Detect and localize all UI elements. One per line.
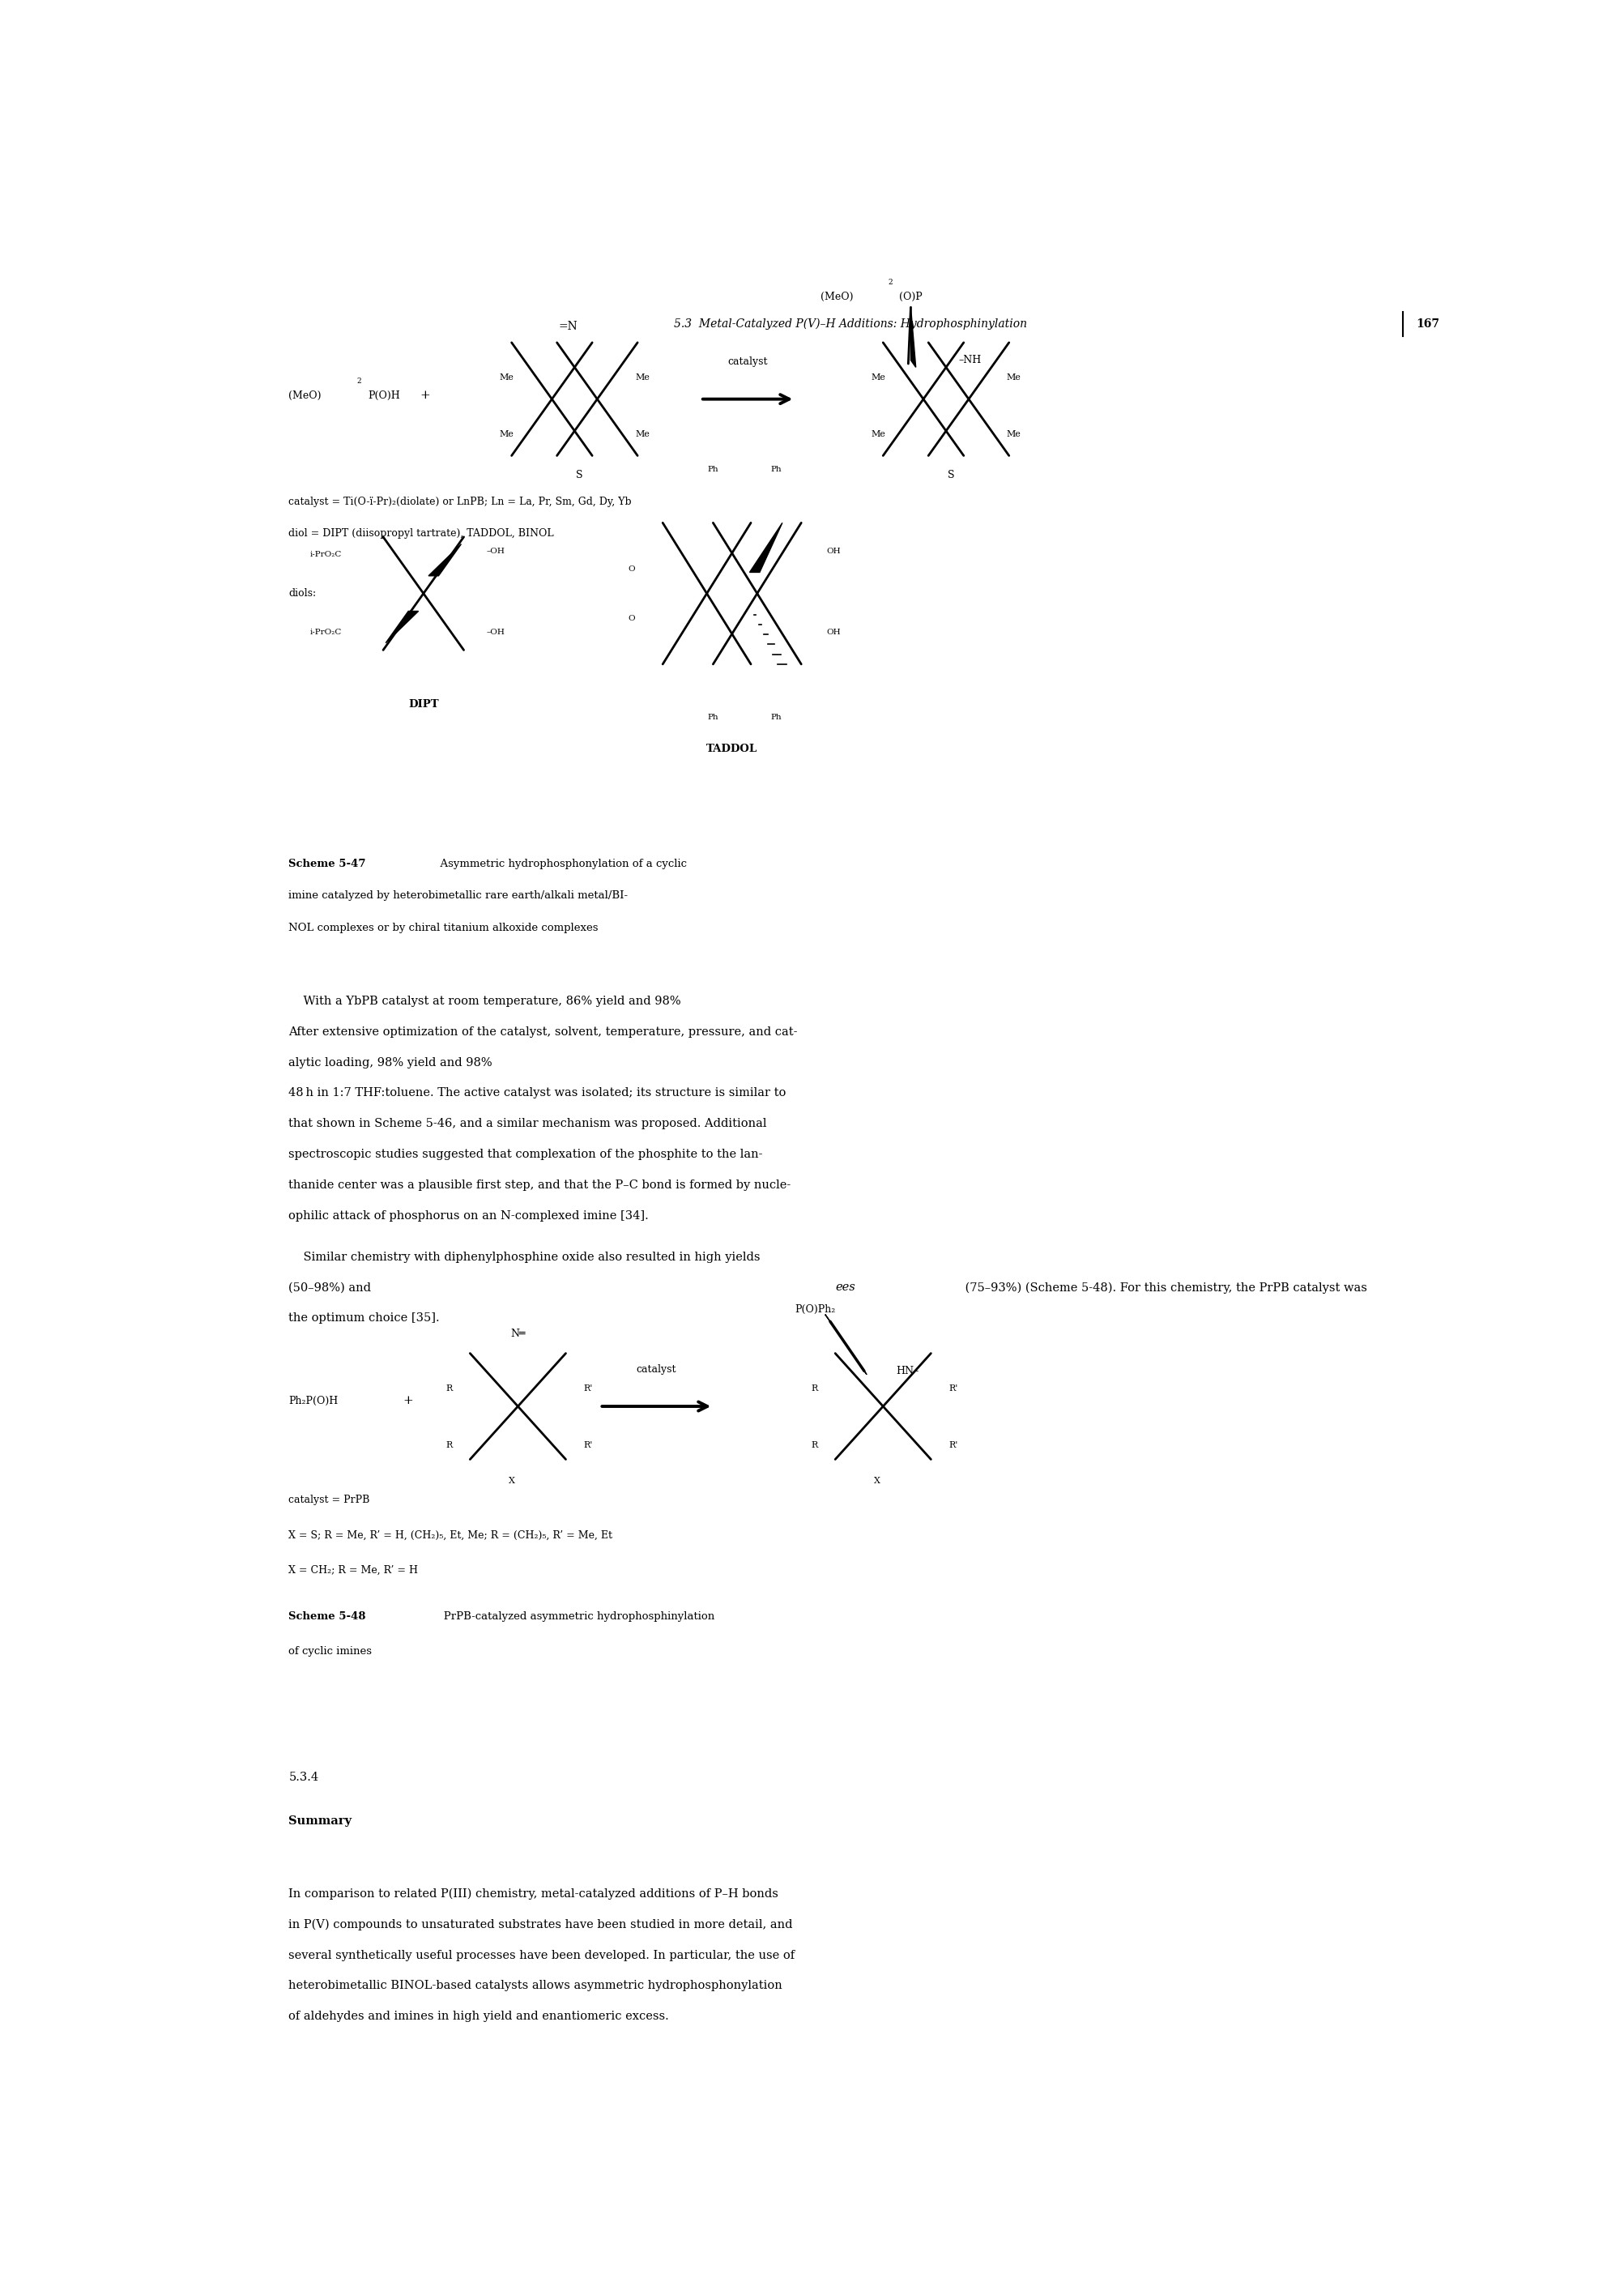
Text: N═: N═ xyxy=(510,1329,525,1340)
Text: imine catalyzed by heterobimetallic rare earth/alkali metal/BI-: imine catalyzed by heterobimetallic rare… xyxy=(289,890,628,902)
Text: NOL complexes or by chiral titanium alkoxide complexes: NOL complexes or by chiral titanium alko… xyxy=(289,923,598,934)
Text: After extensive optimization of the catalyst, solvent, temperature, pressure, an: After extensive optimization of the cata… xyxy=(289,1026,797,1037)
Text: Me: Me xyxy=(635,431,650,438)
Text: diol = DIPT (diisopropyl tartrate), TADDOL, BINOL: diol = DIPT (diisopropyl tartrate), TADD… xyxy=(289,528,554,539)
Text: O: O xyxy=(627,565,635,571)
Text: Similar chemistry with diphenylphosphine oxide also resulted in high yields: Similar chemistry with diphenylphosphine… xyxy=(289,1251,760,1262)
Text: 5.3.4: 5.3.4 xyxy=(289,1772,318,1783)
Text: 2: 2 xyxy=(357,379,361,386)
Text: ophilic attack of phosphorus on an N-complexed imine [34].: ophilic attack of phosphorus on an N-com… xyxy=(289,1209,648,1221)
Text: spectroscopic studies suggested that complexation of the phosphite to the lan-: spectroscopic studies suggested that com… xyxy=(289,1150,763,1159)
Text: 48 h in 1:7 THF:toluene. The active catalyst was isolated; its structure is simi: 48 h in 1:7 THF:toluene. The active cata… xyxy=(289,1088,786,1099)
Text: (MeO): (MeO) xyxy=(289,390,322,402)
Text: thanide center was a plausible first step, and that the P–C bond is formed by nu: thanide center was a plausible first ste… xyxy=(289,1180,791,1191)
Text: in P(V) compounds to unsaturated substrates have been studied in more detail, an: in P(V) compounds to unsaturated substra… xyxy=(289,1919,793,1930)
Text: S: S xyxy=(577,470,583,480)
Text: S: S xyxy=(947,470,953,480)
Text: 5.3  Metal-Catalyzed P(V)–H Additions: Hydrophosphinylation: 5.3 Metal-Catalyzed P(V)–H Additions: Hy… xyxy=(674,319,1026,330)
Text: Me: Me xyxy=(635,374,650,381)
Text: Asymmetric hydrophosphonylation of a cyclic: Asymmetric hydrophosphonylation of a cyc… xyxy=(434,858,687,870)
Text: (50–98%) and: (50–98%) and xyxy=(289,1283,375,1292)
Text: ees: ees xyxy=(835,1283,854,1292)
Text: 167: 167 xyxy=(1415,319,1439,330)
Text: HN–: HN– xyxy=(895,1366,918,1377)
Text: =N: =N xyxy=(559,321,578,333)
Text: Me: Me xyxy=(500,431,513,438)
Text: catalyst: catalyst xyxy=(728,356,768,367)
Text: Ph: Ph xyxy=(706,714,718,721)
Text: Ph: Ph xyxy=(770,466,781,473)
Text: –OH: –OH xyxy=(486,549,505,555)
Text: 2: 2 xyxy=(888,278,892,287)
Text: Me: Me xyxy=(870,374,885,381)
Text: R': R' xyxy=(948,1441,957,1448)
Text: R: R xyxy=(810,1384,817,1393)
Text: R': R' xyxy=(948,1384,957,1393)
Text: PrPB-catalyzed asymmetric hydrophosphinylation: PrPB-catalyzed asymmetric hydrophosphiny… xyxy=(434,1611,715,1623)
Text: O: O xyxy=(627,615,635,622)
Text: of cyclic imines: of cyclic imines xyxy=(289,1646,372,1657)
Text: several synthetically useful processes have been developed. In particular, the u: several synthetically useful processes h… xyxy=(289,1948,794,1960)
Text: –OH: –OH xyxy=(486,629,505,636)
Text: Summary: Summary xyxy=(289,1815,352,1827)
Text: Scheme 5-47: Scheme 5-47 xyxy=(289,858,365,870)
Text: P(O)H: P(O)H xyxy=(369,390,400,402)
Text: +: + xyxy=(403,1395,414,1407)
Text: alytic loading, 98% yield and 98%: alytic loading, 98% yield and 98% xyxy=(289,1056,495,1067)
Text: catalyst = PrPB: catalyst = PrPB xyxy=(289,1494,370,1506)
Text: catalyst: catalyst xyxy=(637,1363,676,1375)
Polygon shape xyxy=(749,523,783,571)
Text: catalyst = Ti(O-ï-Pr)₂(diolate) or LnPB; Ln = La, Pr, Sm, Gd, Dy, Yb: catalyst = Ti(O-ï-Pr)₂(diolate) or LnPB;… xyxy=(289,496,632,507)
Text: R: R xyxy=(445,1384,451,1393)
Text: i-PrO₂C: i-PrO₂C xyxy=(310,551,343,558)
Text: OH: OH xyxy=(827,629,840,636)
Text: R': R' xyxy=(583,1441,593,1448)
Text: the optimum choice [35].: the optimum choice [35]. xyxy=(289,1313,440,1324)
Text: R': R' xyxy=(583,1384,593,1393)
Polygon shape xyxy=(825,1315,866,1375)
Text: R: R xyxy=(445,1441,451,1448)
Text: (75–93%) (Scheme 5-48). For this chemistry, the PrPB catalyst was: (75–93%) (Scheme 5-48). For this chemist… xyxy=(961,1283,1366,1294)
Text: Me: Me xyxy=(1005,431,1020,438)
Text: Scheme 5-48: Scheme 5-48 xyxy=(289,1611,365,1623)
Text: R: R xyxy=(810,1441,817,1448)
Text: OH: OH xyxy=(827,549,840,555)
Text: Ph: Ph xyxy=(706,466,718,473)
Text: Ph₂P(O)H: Ph₂P(O)H xyxy=(289,1395,338,1407)
Text: Ph: Ph xyxy=(770,714,781,721)
Text: DIPT: DIPT xyxy=(408,700,438,709)
Text: –NH: –NH xyxy=(958,356,981,365)
Text: heterobimetallic BINOL-based catalysts allows asymmetric hydrophosphonylation: heterobimetallic BINOL-based catalysts a… xyxy=(289,1981,783,1992)
Text: X = S; R = Me, R’ = H, (CH₂)₅, Et, Me; R = (CH₂)₅, R’ = Me, Et: X = S; R = Me, R’ = H, (CH₂)₅, Et, Me; R… xyxy=(289,1531,612,1540)
Text: i-PrO₂C: i-PrO₂C xyxy=(310,629,343,636)
Text: diols:: diols: xyxy=(289,588,317,599)
Text: With a YbPB catalyst at room temperature, 86% yield and 98%: With a YbPB catalyst at room temperature… xyxy=(289,996,685,1008)
Text: Me: Me xyxy=(500,374,513,381)
Text: X = CH₂; R = Me, R’ = H: X = CH₂; R = Me, R’ = H xyxy=(289,1565,417,1574)
Polygon shape xyxy=(385,610,419,643)
Text: X: X xyxy=(874,1478,880,1485)
Polygon shape xyxy=(911,308,916,367)
Text: P(O)Ph₂: P(O)Ph₂ xyxy=(794,1304,835,1315)
Text: TADDOL: TADDOL xyxy=(706,744,757,755)
Text: X: X xyxy=(508,1478,515,1485)
Text: Me: Me xyxy=(870,431,885,438)
Text: Me: Me xyxy=(1005,374,1020,381)
Text: (MeO): (MeO) xyxy=(820,291,853,303)
Text: In comparison to related P(III) chemistry, metal-catalyzed additions of P–H bond: In comparison to related P(III) chemistr… xyxy=(289,1889,778,1900)
Text: (O)P: (O)P xyxy=(900,291,922,303)
Polygon shape xyxy=(429,544,461,576)
Text: that shown in Scheme 5-46, and a similar mechanism was proposed. Additional: that shown in Scheme 5-46, and a similar… xyxy=(289,1118,767,1129)
Text: of aldehydes and imines in high yield and enantiomeric excess.: of aldehydes and imines in high yield an… xyxy=(289,2010,669,2022)
Text: +: + xyxy=(419,390,430,402)
